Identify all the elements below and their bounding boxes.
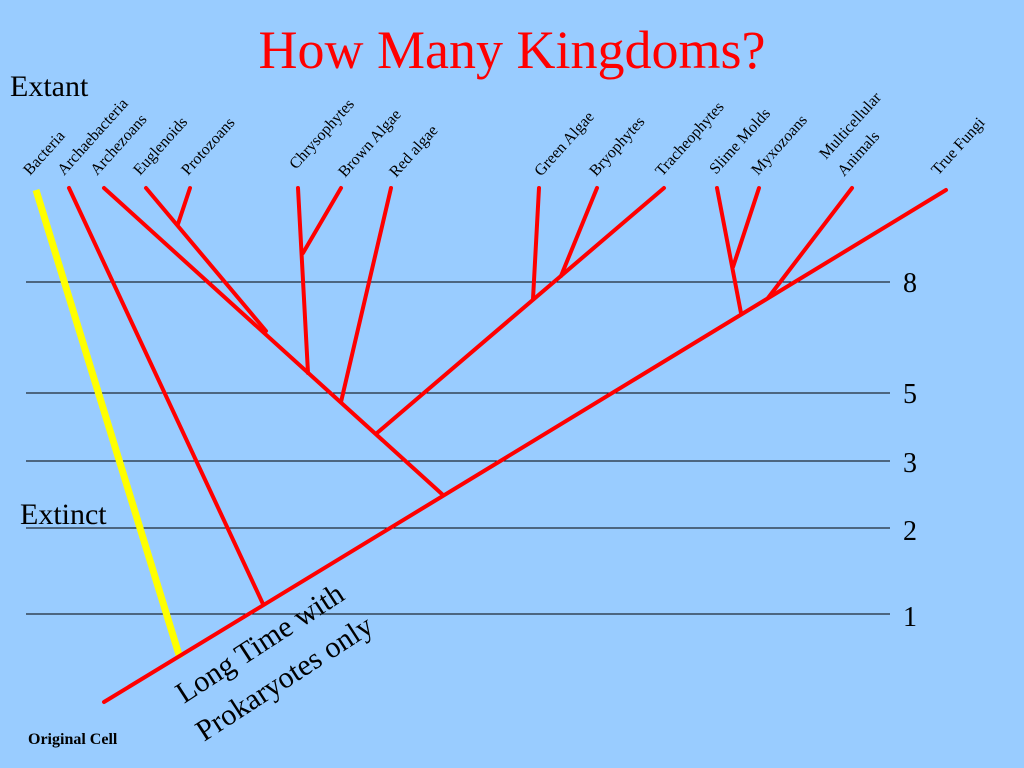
level-number-5: 5 bbox=[903, 379, 917, 410]
protozoans-branch bbox=[176, 186, 192, 226]
extant-label: Extant bbox=[10, 70, 89, 103]
brown-algae-branch bbox=[301, 186, 343, 255]
taxon-labels: Bacteria Archaebacteria Archezoans Eugle… bbox=[20, 89, 989, 181]
eukaryote-branch bbox=[102, 186, 445, 497]
slide-title: How Many Kingdoms? bbox=[259, 20, 766, 80]
taxon-red-algae: Red algae bbox=[386, 122, 441, 181]
euglenoids-branch bbox=[144, 186, 268, 333]
level-lines bbox=[26, 281, 890, 615]
level-number-2: 2 bbox=[903, 516, 917, 547]
plant-clade-branch bbox=[375, 186, 666, 435]
tree-branches bbox=[67, 186, 948, 704]
level-number-8: 8 bbox=[903, 268, 917, 299]
green-algae-branch bbox=[531, 186, 541, 301]
taxon-bryophytes: Bryophytes bbox=[586, 113, 648, 179]
level-number-1: 1 bbox=[903, 602, 917, 633]
archaebacteria-branch bbox=[67, 186, 265, 606]
extinct-label: Extinct bbox=[20, 498, 107, 531]
slime-molds-branch bbox=[715, 186, 743, 315]
animals-branch bbox=[766, 186, 854, 300]
bacteria-branch bbox=[32, 188, 184, 660]
main-trunk bbox=[102, 188, 948, 704]
taxon-true-fungi: True Fungi bbox=[928, 114, 989, 179]
bryophytes-branch bbox=[559, 186, 599, 278]
original-cell-label: Original Cell bbox=[28, 731, 118, 748]
chrysophytes-branch bbox=[296, 186, 310, 375]
myxozoans-branch bbox=[731, 186, 761, 269]
level-number-3: 3 bbox=[903, 448, 917, 479]
red-algae-branch bbox=[339, 186, 393, 404]
